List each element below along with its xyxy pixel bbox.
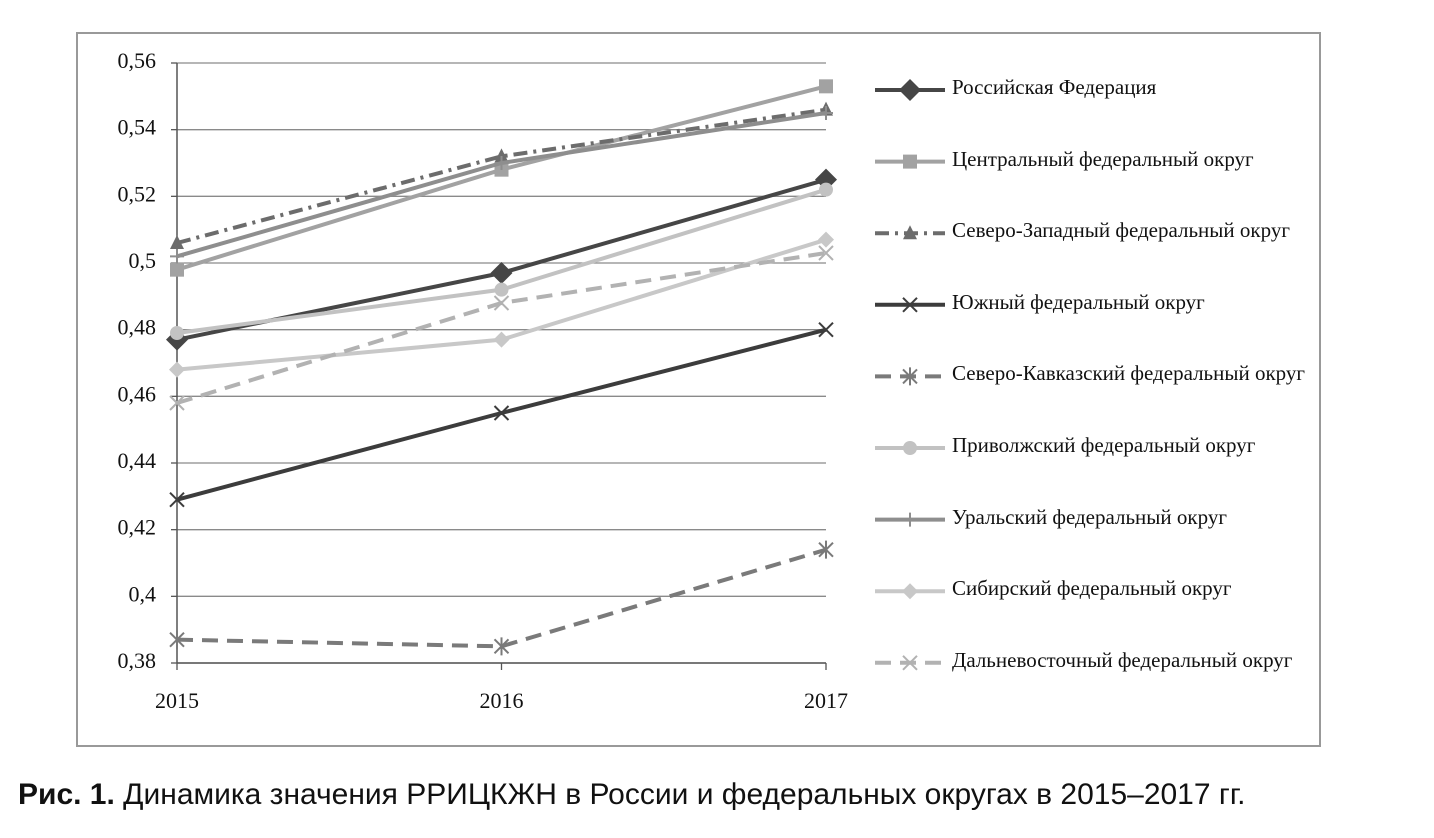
marker	[819, 79, 833, 94]
marker	[819, 182, 833, 197]
y-tick-label: 0,52	[118, 181, 157, 206]
marker	[819, 106, 833, 120]
marker	[170, 249, 184, 264]
y-tick-label: 0,48	[118, 315, 157, 340]
marker	[902, 655, 918, 671]
marker	[818, 231, 834, 248]
marker	[899, 79, 921, 101]
caption: Рис. 1. Динамика значения РРИЦКЖН в Росс…	[18, 778, 1245, 812]
legend-label: Центральный федеральный округ	[952, 146, 1254, 171]
y-tick-label: 0,46	[118, 381, 157, 406]
marker	[903, 512, 917, 527]
marker	[169, 361, 185, 378]
legend-label: Приволжский федеральный округ	[952, 433, 1256, 457]
legend-label: Северо-Западный федеральный округ	[952, 218, 1290, 243]
x-tick-label: 2015	[155, 688, 199, 713]
marker	[903, 441, 917, 455]
marker	[493, 637, 510, 656]
marker	[818, 540, 834, 559]
chart: 0,38 0,4 0,42 0,44 0,46 0,48 0,5 0,52 0,54 0,56 20…	[76, 32, 1321, 747]
marker	[902, 297, 918, 313]
series-line	[176, 177, 827, 342]
marker	[169, 491, 185, 508]
marker	[493, 331, 510, 348]
marker	[902, 583, 918, 600]
marker	[170, 326, 184, 340]
marker	[818, 321, 834, 338]
marker	[169, 630, 185, 649]
marker	[170, 262, 184, 277]
series-line	[176, 107, 827, 245]
marker	[818, 245, 834, 261]
y-tick-label: 0,4	[129, 581, 157, 606]
marker	[494, 282, 509, 297]
y-tick-label: 0,38	[118, 648, 157, 673]
marker	[903, 225, 917, 240]
legend-label: Южный федеральный округ	[952, 289, 1205, 314]
chart-title: Динамика значения РРИЦКЖН в России и фед…	[123, 778, 1246, 811]
marker	[490, 262, 513, 284]
marker	[903, 154, 917, 169]
x-tick-label: 2017	[804, 688, 848, 713]
chart-frame	[76, 32, 1321, 747]
y-tick-label: 0,54	[118, 115, 157, 140]
marker	[493, 295, 510, 311]
y-tick-label: 0,5	[129, 248, 157, 273]
series-line	[176, 187, 827, 335]
series-line	[176, 111, 827, 259]
series-line	[176, 327, 827, 502]
marker	[494, 156, 509, 170]
figure-label: Рис. 1.	[18, 778, 115, 811]
legend-label: Дальневосточный федеральный округ	[952, 647, 1293, 672]
marker	[493, 405, 510, 421]
series-line	[176, 84, 827, 272]
y-tick-label: 0,42	[118, 515, 157, 540]
marker	[815, 168, 837, 191]
marker	[169, 395, 185, 411]
y-tick-label: 0,44	[118, 448, 157, 473]
legend-label: Сибирский федеральный округ	[952, 576, 1232, 601]
legend-label: Российская Федерация	[952, 75, 1157, 99]
series-line	[176, 547, 827, 649]
x-tick-label: 2016	[480, 688, 524, 713]
legend-label: Уральский федеральный округ	[952, 504, 1227, 529]
marker	[902, 367, 918, 386]
marker	[494, 148, 509, 163]
marker	[170, 235, 184, 249]
legend-label: Северо-Кавказский федеральный округ	[952, 361, 1306, 386]
y-tick-label: 0,56	[118, 48, 157, 73]
